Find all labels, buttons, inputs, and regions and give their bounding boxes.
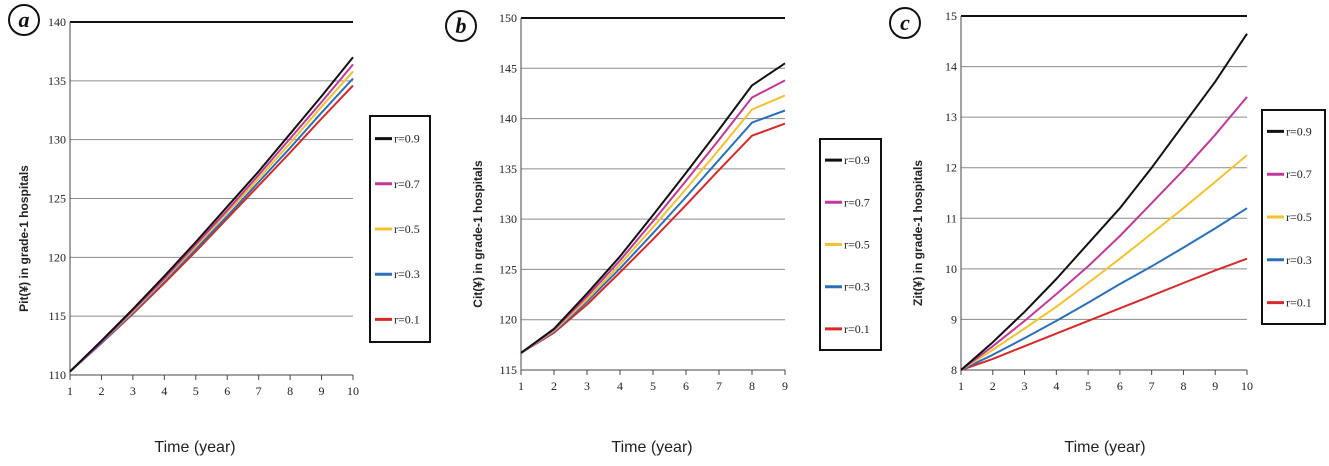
y-tick-label: 115 [499,363,517,377]
legend-label: r=0.1 [1286,296,1312,310]
chart-panel-b: 115 120 125 130 135 140 145 150 1 2 3 4 5 6 7 8 9 Time (y… [445,10,882,456]
x-tick-label: 9 [782,379,788,393]
y-tick-label: 135 [499,162,517,176]
x-tick-label: 6 [1117,379,1123,393]
x-tick-label: 10 [347,384,359,398]
y-tick-label: 125 [499,262,517,276]
series-line [960,96,1248,371]
x-tick-label: 7 [716,379,722,393]
legend-label: r=0.1 [844,322,870,336]
legend-label: r=0.7 [844,195,870,209]
series-line [520,94,786,354]
x-axis-title: Time (year) [154,439,235,456]
x-tick-label: 7 [256,384,262,398]
x-tick-label: 3 [130,384,136,398]
x-tick-label: 9 [319,384,325,398]
legend-label: r=0.9 [844,153,870,167]
series-line [520,122,786,354]
y-tick-label: 130 [499,212,517,226]
y-tick-label: 150 [499,11,517,25]
series-line [520,79,786,354]
x-axis-title: Time (year) [1064,439,1145,456]
panel-badge-circle [8,4,40,36]
y-axis-title: Zit(¥) in grade-1 hospitals [911,160,925,306]
x-tick-label: 1 [67,384,73,398]
x-tick-label: 6 [683,379,689,393]
x-tick-label: 1 [518,379,524,393]
y-tick-label: 8 [951,363,957,377]
y-tick-label: 9 [951,312,957,326]
y-axis-title: Cit(¥) in grade-1 hospitals [471,160,485,308]
x-tick-label: 4 [1053,379,1059,393]
x-axis-title: Time (year) [611,439,692,456]
x-tick-label: 2 [98,384,104,398]
x-tick-label: 2 [551,379,557,393]
y-tick-label: 11 [945,211,957,225]
legend-label: r=0.3 [394,267,420,281]
y-tick-label: 10 [945,262,957,276]
series-line [960,207,1248,371]
x-tick-label: 5 [650,379,656,393]
series-line [960,154,1248,371]
legend-label: r=0.7 [1286,167,1312,181]
x-tick-label: 4 [617,379,623,393]
series-line [960,33,1248,371]
series-line [520,62,786,354]
x-tick-label: 9 [1212,379,1218,393]
series-line [69,56,354,373]
y-tick-label: 15 [945,9,957,23]
y-tick-label: 120 [48,250,66,264]
y-tick-label: 135 [48,74,66,88]
x-tick-label: 2 [990,379,996,393]
legend-label: r=0.5 [1286,210,1312,224]
x-tick-label: 6 [224,384,230,398]
x-tick-label: 7 [1149,379,1155,393]
x-tick-label: 3 [1022,379,1028,393]
panel-badge-circle [445,10,477,42]
legend-label: r=0.3 [1286,253,1312,267]
legend-label: r=0.3 [844,280,870,294]
legend-label: r=0.5 [394,222,420,236]
x-tick-label: 8 [1180,379,1186,393]
y-tick-label: 145 [499,61,517,75]
legend-label: r=0.9 [394,132,420,146]
panel-badge-label: c [900,10,910,35]
panel-badge-circle [889,7,921,39]
y-tick-label: 110 [48,368,66,382]
x-tick-label: 1 [958,379,964,393]
x-tick-label: 5 [1085,379,1091,393]
y-tick-label: 115 [48,309,66,323]
plot-area [961,16,1247,370]
chart-panel-a: 110 115 120 125 130 135 140 1 2 3 4 5 6 7 8 9 10 Time (ye… [8,4,431,456]
y-tick-label: 125 [48,192,66,206]
panel-badge-label: b [456,13,467,38]
panel-badge-label: a [19,7,30,32]
x-tick-label: 10 [1241,379,1253,393]
series-line [960,257,1248,371]
y-axis-title: Pit(¥) in grade-1 hospitals [17,165,31,312]
y-tick-label: 14 [945,60,957,74]
y-tick-label: 13 [945,110,957,124]
y-tick-label: 120 [499,313,517,327]
x-tick-label: 4 [161,384,167,398]
legend-label: r=0.9 [1286,124,1312,138]
legend-label: r=0.1 [394,312,420,326]
legend-label: r=0.7 [394,177,420,191]
plot-area [521,18,785,370]
legend-label: r=0.5 [844,238,870,252]
x-tick-label: 5 [193,384,199,398]
x-tick-label: 3 [584,379,590,393]
y-tick-label: 140 [499,112,517,126]
y-tick-label: 140 [48,15,66,29]
x-tick-label: 8 [749,379,755,393]
x-tick-label: 8 [287,384,293,398]
y-tick-label: 130 [48,133,66,147]
y-tick-label: 12 [945,161,957,175]
